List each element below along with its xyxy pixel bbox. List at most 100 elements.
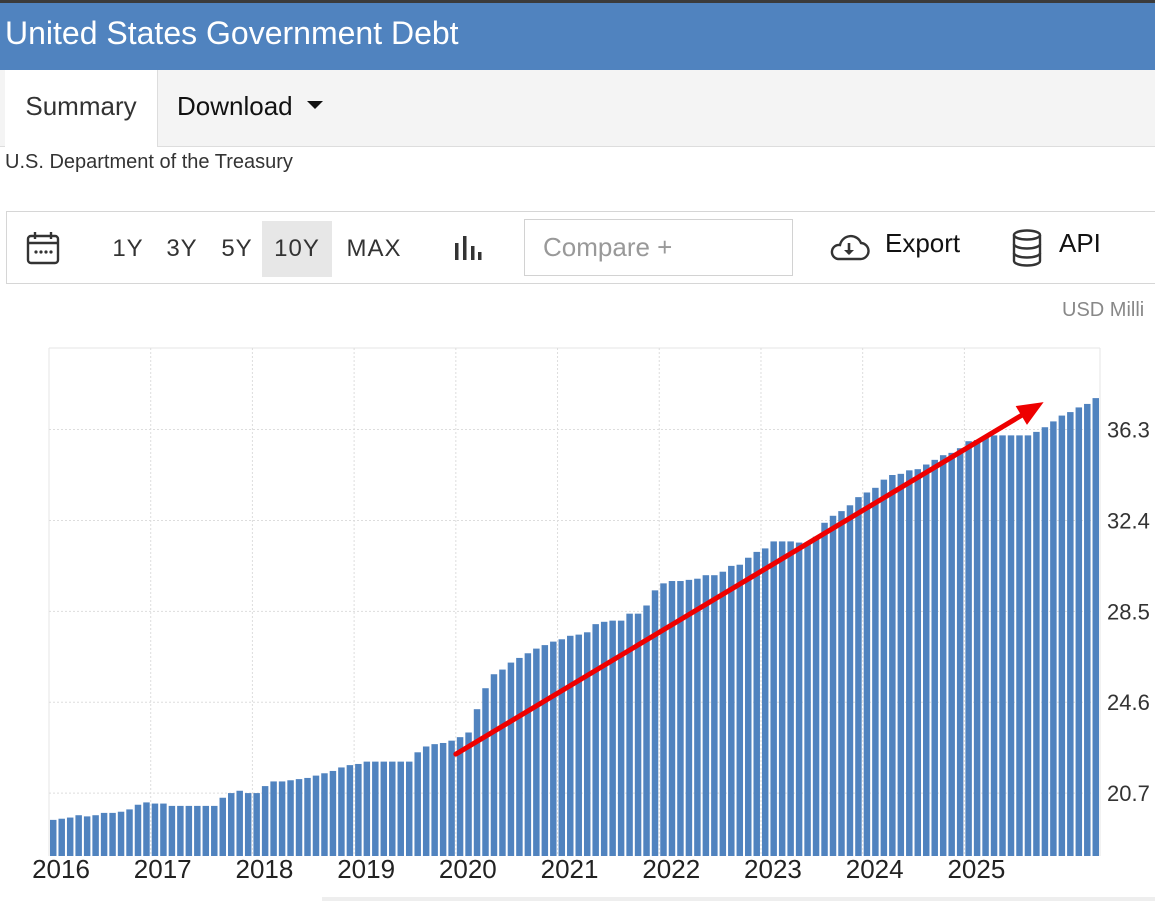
bar-92[interactable] <box>829 515 837 856</box>
bar-88[interactable] <box>795 542 803 856</box>
bar-104[interactable] <box>931 459 938 856</box>
bar-11[interactable] <box>143 802 150 856</box>
bar-67[interactable] <box>617 620 625 856</box>
bar-105[interactable] <box>939 455 947 856</box>
bar-123[interactable] <box>1092 398 1099 856</box>
range-1y-button[interactable]: 1Y <box>112 235 144 262</box>
bar-85[interactable] <box>770 541 777 856</box>
bar-52[interactable] <box>490 674 498 856</box>
bar-48[interactable] <box>456 737 464 856</box>
bar-122[interactable] <box>1084 403 1091 856</box>
bar-13[interactable] <box>160 803 167 856</box>
bar-74[interactable] <box>677 581 684 856</box>
bar-61[interactable] <box>567 635 574 856</box>
bar-108[interactable] <box>965 441 972 856</box>
bar-8[interactable] <box>117 811 125 856</box>
bar-1[interactable] <box>58 818 65 856</box>
bar-7[interactable] <box>109 812 116 856</box>
bar-97[interactable] <box>872 487 879 856</box>
bar-62[interactable] <box>575 634 582 856</box>
range-3y-button[interactable]: 3Y <box>166 235 198 262</box>
bar-17[interactable] <box>194 805 201 856</box>
bar-43[interactable] <box>414 752 421 856</box>
bar-53[interactable] <box>499 669 506 856</box>
bar-18[interactable] <box>202 805 210 856</box>
bar-12[interactable] <box>151 803 159 856</box>
bar-41[interactable] <box>397 761 404 856</box>
bar-72[interactable] <box>660 583 667 856</box>
bar-117[interactable] <box>1041 427 1049 856</box>
bar-9[interactable] <box>126 809 133 856</box>
bar-31[interactable] <box>312 775 320 856</box>
bar-89[interactable] <box>804 542 811 856</box>
bar-6[interactable] <box>100 812 108 856</box>
bar-19[interactable] <box>211 805 218 856</box>
bar-24[interactable] <box>253 793 260 856</box>
bar-35[interactable] <box>346 765 354 856</box>
bar-100[interactable] <box>897 473 905 856</box>
bar-39[interactable] <box>380 761 388 856</box>
bar-118[interactable] <box>1050 421 1057 856</box>
bar-32[interactable] <box>321 773 328 856</box>
bar-33[interactable] <box>329 770 337 856</box>
database-icon[interactable] <box>1011 229 1043 267</box>
bar-55[interactable] <box>516 657 523 856</box>
bar-21[interactable] <box>227 793 235 856</box>
bar-25[interactable] <box>261 786 269 856</box>
bar-34[interactable] <box>338 767 345 856</box>
bar-23[interactable] <box>244 793 252 856</box>
bar-45[interactable] <box>431 744 438 856</box>
cloud-download-icon[interactable] <box>827 232 871 264</box>
bar-2[interactable] <box>66 817 74 856</box>
range-5y-button[interactable]: 5Y <box>221 235 253 262</box>
bar-4[interactable] <box>83 816 91 856</box>
bar-0[interactable] <box>50 819 57 856</box>
bar-60[interactable] <box>558 639 566 856</box>
bar-73[interactable] <box>668 581 676 856</box>
bar-106[interactable] <box>948 452 955 856</box>
bar-36[interactable] <box>355 763 362 856</box>
bar-116[interactable] <box>1033 431 1040 856</box>
bar-81[interactable] <box>736 564 744 856</box>
bar-93[interactable] <box>838 511 845 856</box>
compare-input[interactable]: Compare + <box>524 219 793 276</box>
bar-113[interactable] <box>1007 435 1015 856</box>
bar-111[interactable] <box>990 435 998 856</box>
bar-22[interactable] <box>236 790 243 856</box>
bar-51[interactable] <box>482 688 489 856</box>
bar-69[interactable] <box>634 613 642 856</box>
bar-15[interactable] <box>177 805 184 856</box>
bar-98[interactable] <box>880 479 888 856</box>
bar-70[interactable] <box>643 605 650 856</box>
bar-121[interactable] <box>1075 407 1083 856</box>
bar-66[interactable] <box>609 620 616 856</box>
bar-120[interactable] <box>1067 412 1074 856</box>
bar-102[interactable] <box>914 469 922 856</box>
bar-44[interactable] <box>422 746 430 856</box>
bar-47[interactable] <box>448 740 455 856</box>
api-button[interactable]: API <box>1059 228 1101 258</box>
bar-83[interactable] <box>753 551 760 856</box>
bar-86[interactable] <box>778 541 786 856</box>
bar-56[interactable] <box>524 653 532 856</box>
bar-49[interactable] <box>465 732 472 856</box>
bar-109[interactable] <box>973 440 981 856</box>
bar-57[interactable] <box>533 648 540 856</box>
bar-79[interactable] <box>719 571 727 856</box>
bar-40[interactable] <box>389 761 396 856</box>
bar-115[interactable] <box>1024 435 1032 856</box>
tab-summary[interactable]: Summary <box>5 70 158 147</box>
bar-94[interactable] <box>846 505 854 856</box>
bar-82[interactable] <box>745 557 752 856</box>
bar-30[interactable] <box>304 777 311 856</box>
bar-10[interactable] <box>134 804 142 856</box>
bar-63[interactable] <box>583 632 591 856</box>
bar-5[interactable] <box>92 815 99 856</box>
bar-76[interactable] <box>694 578 701 856</box>
bar-27[interactable] <box>278 781 286 856</box>
bar-59[interactable] <box>550 641 557 856</box>
bar-110[interactable] <box>982 436 989 856</box>
calendar-icon[interactable] <box>26 231 60 265</box>
bar-50[interactable] <box>473 709 481 856</box>
bar-114[interactable] <box>1016 435 1023 856</box>
